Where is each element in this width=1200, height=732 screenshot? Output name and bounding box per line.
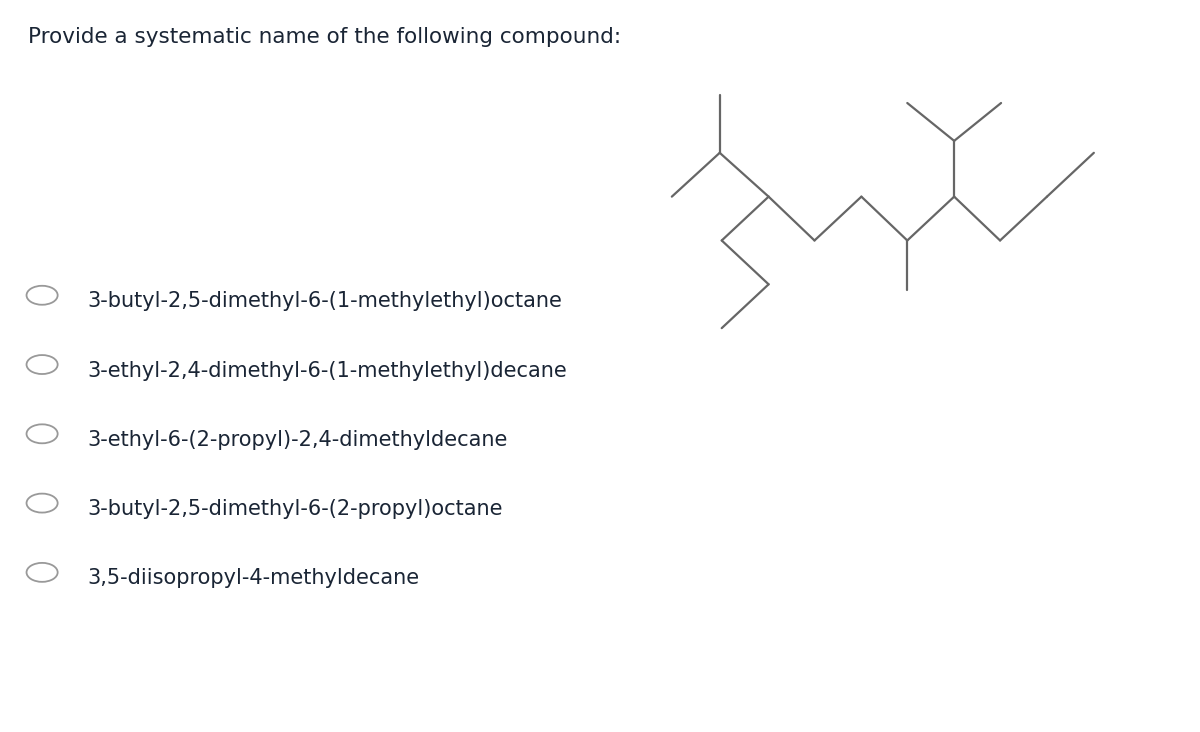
Text: 3-butyl-2,5-dimethyl-6-(1-methylethyl)octane: 3-butyl-2,5-dimethyl-6-(1-methylethyl)oc… bbox=[88, 291, 563, 311]
Text: 3-ethyl-6-(2-propyl)-2,4-dimethyldecane: 3-ethyl-6-(2-propyl)-2,4-dimethyldecane bbox=[88, 430, 508, 450]
Text: 3-ethyl-2,4-dimethyl-6-(1-methylethyl)decane: 3-ethyl-2,4-dimethyl-6-(1-methylethyl)de… bbox=[88, 361, 568, 381]
Text: 3-butyl-2,5-dimethyl-6-(2-propyl)octane: 3-butyl-2,5-dimethyl-6-(2-propyl)octane bbox=[88, 499, 503, 519]
Text: Provide a systematic name of the following compound:: Provide a systematic name of the followi… bbox=[28, 27, 620, 47]
Text: 3,5-diisopropyl-4-methyldecane: 3,5-diisopropyl-4-methyldecane bbox=[88, 569, 420, 589]
